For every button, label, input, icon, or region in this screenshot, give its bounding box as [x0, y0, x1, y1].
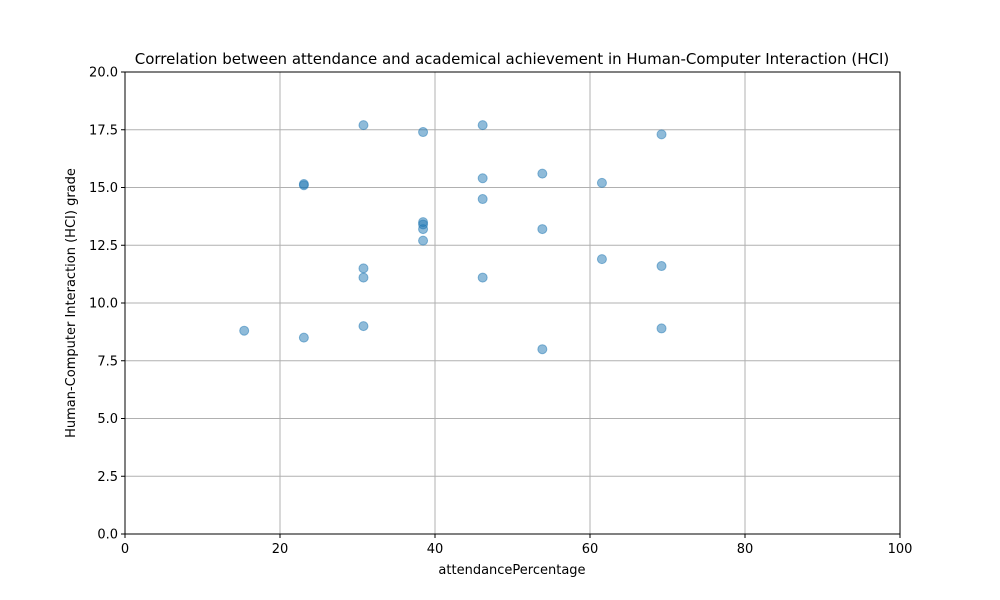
y-tick-label: 15.0	[89, 181, 118, 196]
y-tick-label: 0.0	[97, 528, 118, 543]
scatter-point	[537, 224, 548, 235]
scatter-point	[537, 344, 548, 355]
x-tick-label: 20	[272, 542, 289, 557]
scatter-point	[418, 235, 429, 246]
scatter-point	[596, 177, 607, 188]
scatter-point	[537, 168, 548, 179]
y-tick-label: 10.0	[89, 297, 118, 312]
data-points	[239, 120, 667, 355]
scatter-point	[596, 254, 607, 265]
scatter-point	[418, 224, 429, 235]
x-axis-label: attendancePercentage	[438, 563, 585, 578]
y-tick-label: 12.5	[89, 239, 118, 254]
y-tick-label: 7.5	[97, 354, 118, 369]
y-axis-label: Human-Computer Interaction (HCI) grade	[64, 168, 79, 438]
scatter-point	[656, 129, 667, 140]
scatter-point	[298, 332, 309, 343]
scatter-point	[418, 127, 429, 138]
scatter-point	[477, 272, 488, 283]
scatter-point	[477, 194, 488, 205]
scatter-point	[656, 323, 667, 334]
y-axis-ticks: 0.0 2.5 5.0 7.5 10.0 12.5 15.0 17.5 20.0	[89, 66, 125, 543]
scatter-point	[358, 120, 369, 131]
scatter-point	[477, 173, 488, 184]
x-tick-label: 100	[888, 542, 913, 557]
scatter-point	[358, 272, 369, 283]
x-tick-label: 40	[427, 542, 444, 557]
scatter-point	[239, 325, 250, 336]
x-tick-label: 60	[582, 542, 599, 557]
scatter-point	[477, 120, 488, 131]
scatter-point	[358, 263, 369, 274]
y-tick-label: 2.5	[97, 470, 118, 485]
scatter-point	[358, 321, 369, 332]
x-tick-label: 0	[121, 542, 129, 557]
y-tick-label: 20.0	[89, 66, 118, 81]
chart-title: Correlation between attendance and acade…	[135, 50, 890, 68]
scatter-point	[298, 179, 309, 190]
x-axis-ticks: 0 20 40 60 80 100	[121, 534, 913, 557]
grid-lines	[124, 71, 901, 535]
scatter-point	[656, 261, 667, 272]
x-tick-label: 80	[737, 542, 754, 557]
y-tick-label: 17.5	[89, 123, 118, 138]
y-tick-label: 5.0	[97, 412, 118, 427]
